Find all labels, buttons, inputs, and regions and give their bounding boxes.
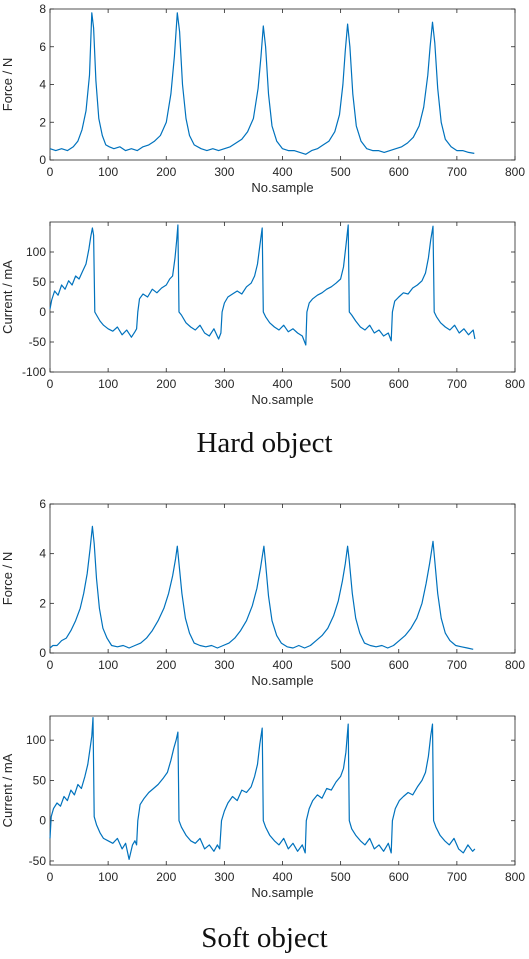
x-tick-label-soft-force: 200 <box>156 658 176 672</box>
x-axis-label-soft-current: No.sample <box>251 885 313 900</box>
x-axis-label-hard-force: No.sample <box>251 180 313 195</box>
y-axis-label-soft-current: Current / mA <box>0 753 15 827</box>
axes-box-hard-current <box>49 221 516 373</box>
x-tick-label-soft-current: 100 <box>98 870 118 884</box>
x-tick-label-hard-force: 500 <box>331 165 351 179</box>
x-tick-label-soft-force: 500 <box>331 658 351 672</box>
x-tick-label-hard-force: 300 <box>214 165 234 179</box>
x-tick-label-soft-force: 700 <box>447 658 467 672</box>
x-tick-label-hard-force: 700 <box>447 165 467 179</box>
y-tick-label-hard-force: 8 <box>39 2 46 16</box>
series-line-hard-current <box>49 224 476 346</box>
x-tick-label-hard-current: 100 <box>98 377 118 391</box>
y-tick-label-hard-current: -100 <box>22 365 46 379</box>
y-tick-label-soft-force: 6 <box>39 497 46 511</box>
x-tick-label-soft-current: 700 <box>447 870 467 884</box>
x-tick-label-soft-force: 0 <box>47 658 54 672</box>
x-tick-label-hard-current: 700 <box>447 377 467 391</box>
x-tick-label-soft-force: 600 <box>389 658 409 672</box>
y-tick-label-soft-current: 100 <box>26 733 46 747</box>
y-tick-label-hard-force: 0 <box>39 153 46 167</box>
x-tick-label-soft-current: 200 <box>156 870 176 884</box>
x-tick-label-hard-current: 300 <box>214 377 234 391</box>
x-tick-label-hard-force: 800 <box>505 165 525 179</box>
x-tick-label-hard-current: 0 <box>47 377 54 391</box>
x-tick-label-hard-current: 200 <box>156 377 176 391</box>
x-tick-label-soft-current: 500 <box>331 870 351 884</box>
y-tick-label-soft-force: 4 <box>39 547 46 561</box>
x-tick-label-hard-force: 0 <box>47 165 54 179</box>
x-tick-label-hard-force: 400 <box>272 165 292 179</box>
x-tick-label-hard-force: 100 <box>98 165 118 179</box>
y-tick-label-hard-current: 100 <box>26 245 46 259</box>
y-tick-label-hard-force: 6 <box>39 40 46 54</box>
x-tick-label-hard-force: 200 <box>156 165 176 179</box>
x-tick-label-soft-current: 400 <box>272 870 292 884</box>
x-tick-label-hard-current: 400 <box>272 377 292 391</box>
x-tick-label-hard-force: 600 <box>389 165 409 179</box>
series-line-hard-force <box>49 12 475 155</box>
x-axis-label-soft-force: No.sample <box>251 673 313 688</box>
y-axis-label-hard-force: Force / N <box>0 58 15 111</box>
x-tick-label-hard-current: 600 <box>389 377 409 391</box>
chart-soft-force: 0 100 200 300 400 500 600 700 800 0 2 4 6 No.sample Fo… <box>0 497 525 688</box>
x-tick-label-soft-current: 0 <box>47 870 54 884</box>
caption-soft-object: Soft object <box>201 922 328 954</box>
x-tick-label-soft-force: 300 <box>214 658 234 672</box>
y-tick-label-hard-force: 2 <box>39 115 46 129</box>
caption-hard-object: Hard object <box>196 427 333 459</box>
y-tick-label-soft-current: 50 <box>33 773 47 787</box>
y-axis-label-hard-current: Current / mA <box>0 260 15 334</box>
x-tick-label-soft-force: 400 <box>272 658 292 672</box>
x-tick-label-hard-current: 800 <box>505 377 525 391</box>
y-tick-label-hard-current: 0 <box>39 305 46 319</box>
series-line-soft-force <box>49 525 474 650</box>
x-tick-label-soft-current: 600 <box>389 870 409 884</box>
y-tick-label-hard-current: -50 <box>29 335 47 349</box>
y-tick-label-soft-force: 0 <box>39 646 46 660</box>
y-tick-label-soft-current: 0 <box>39 814 46 828</box>
x-tick-label-hard-current: 500 <box>331 377 351 391</box>
x-tick-label-soft-force: 100 <box>98 658 118 672</box>
y-tick-label-soft-current: -50 <box>29 854 47 868</box>
y-tick-label-hard-force: 4 <box>39 78 46 92</box>
y-tick-label-hard-current: 50 <box>33 275 47 289</box>
y-tick-label-soft-force: 2 <box>39 596 46 610</box>
y-axis-label-soft-force: Force / N <box>0 552 15 605</box>
series-line-soft-current <box>49 717 476 860</box>
chart-hard-force: 0 100 200 300 400 500 600 700 800 0 2 4 6 8 No.sample F… <box>0 2 525 195</box>
x-axis-label-hard-current: No.sample <box>251 392 313 407</box>
chart-hard-current: 0 100 200 300 400 500 600 700 800 -100 -50 0 50 100 No… <box>0 221 525 407</box>
x-tick-label-soft-current: 800 <box>505 870 525 884</box>
x-tick-label-soft-current: 300 <box>214 870 234 884</box>
chart-soft-current: 0 100 200 300 400 500 600 700 800-50050100No.sam… <box>0 715 525 900</box>
x-tick-label-soft-force: 800 <box>505 658 525 672</box>
axes-box-soft-force <box>49 503 516 654</box>
